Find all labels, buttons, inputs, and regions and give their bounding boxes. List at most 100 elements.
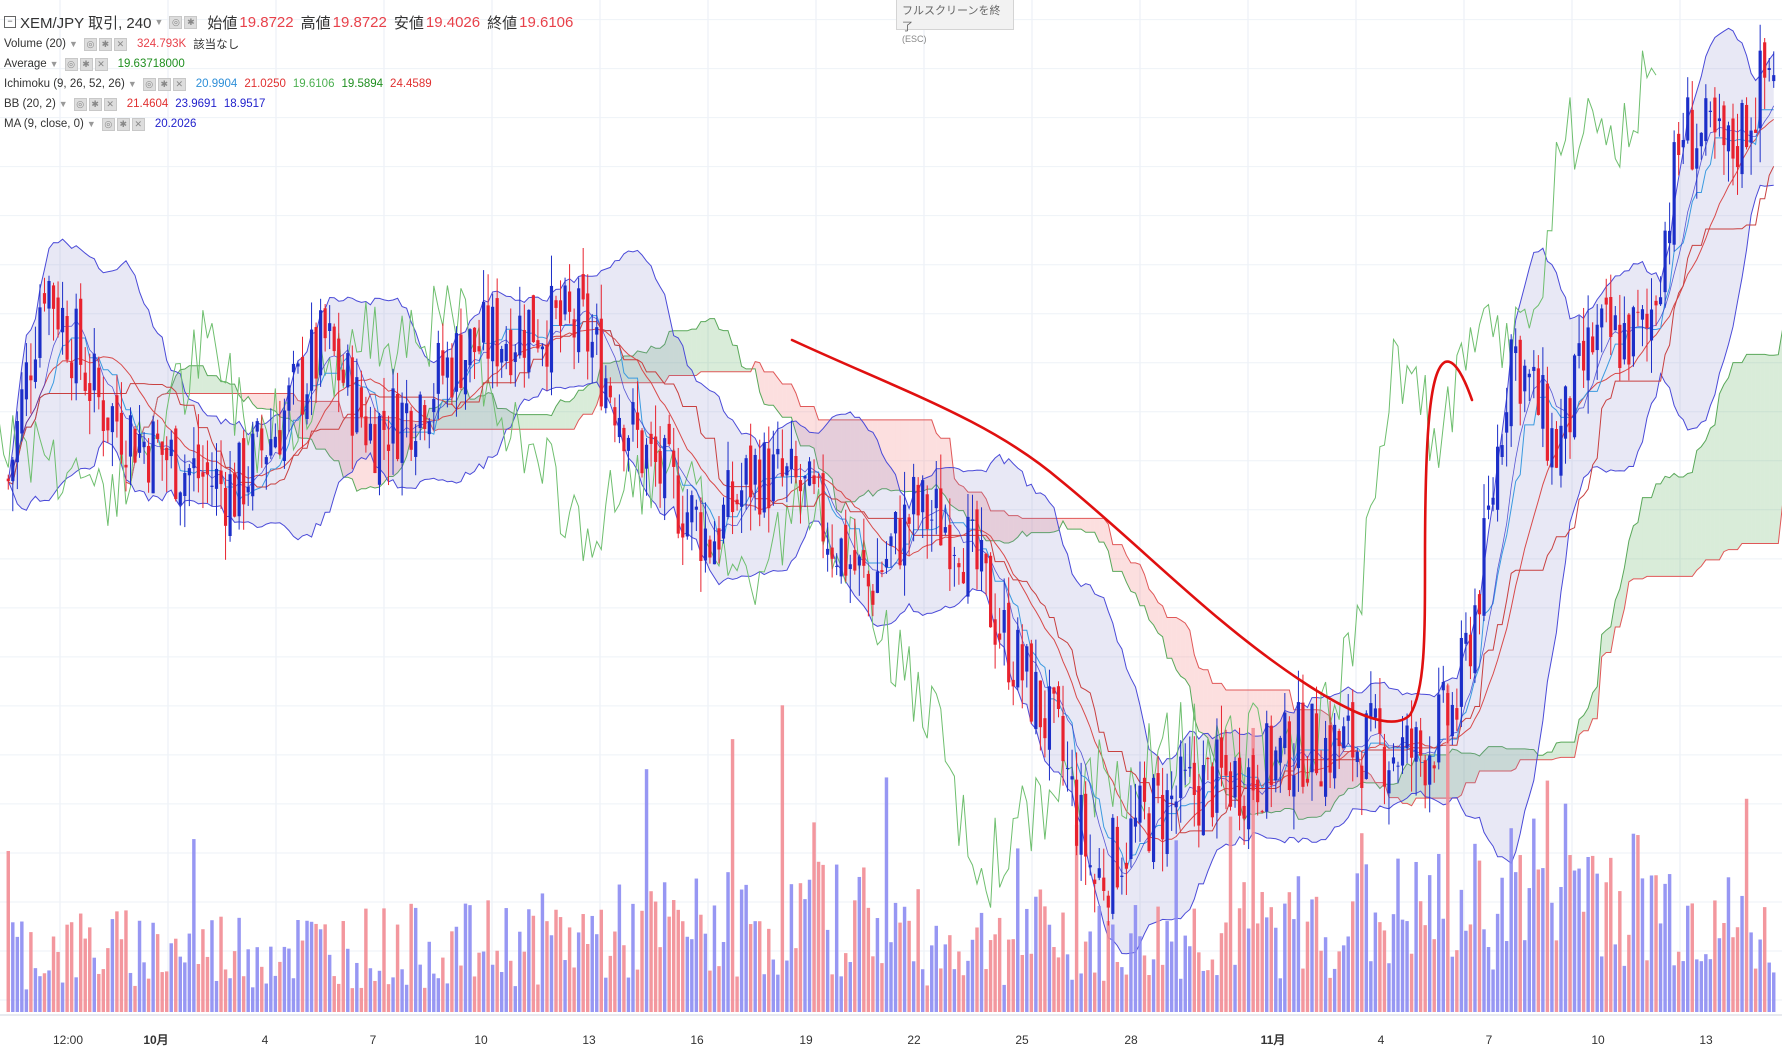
gear-icon[interactable]: ✱ — [98, 37, 112, 51]
candle-body — [1722, 105, 1726, 146]
close-icon[interactable]: ✕ — [113, 37, 127, 51]
volume-bar — [1563, 803, 1568, 1012]
cloud-segment — [1624, 540, 1629, 609]
volume-bar — [776, 974, 780, 1012]
volume-bar — [726, 872, 730, 1012]
volume-bar — [712, 905, 717, 1012]
volume-bar — [472, 976, 477, 1012]
close-icon[interactable]: ✕ — [94, 57, 108, 71]
eye-icon[interactable]: ◎ — [169, 15, 183, 29]
volume-bar — [486, 900, 490, 1012]
candle-body — [1740, 102, 1744, 175]
cloud-segment — [1732, 362, 1738, 550]
volume-bar — [1016, 848, 1020, 1012]
volume-bar — [993, 934, 997, 1012]
indicator-name[interactable]: Average — [4, 58, 47, 70]
volume-bar — [1568, 855, 1572, 1012]
cloud-segment — [764, 371, 769, 406]
indicator-row: Volume (20) ▼ ◎ ✱ ✕ 324.793K 該当なし — [4, 34, 580, 54]
volume-bar — [862, 867, 866, 1012]
volume-bar — [1523, 940, 1527, 1012]
candle-body — [753, 454, 757, 485]
eye-icon[interactable]: ◎ — [142, 77, 156, 91]
cloud-segment — [1633, 522, 1638, 579]
candle-body — [1437, 694, 1441, 763]
cloud-segment — [1072, 518, 1077, 530]
cloud-segment — [1701, 440, 1706, 567]
chevron-down-icon[interactable]: ▼ — [58, 99, 68, 109]
volume-bar — [1672, 965, 1676, 1012]
volume-bar — [1636, 835, 1640, 1012]
cloud-segment — [1474, 753, 1480, 783]
eye-icon[interactable]: ◎ — [83, 37, 97, 51]
candle-body — [187, 468, 191, 476]
cloud-segment — [1465, 753, 1471, 783]
volume-bar — [1468, 924, 1473, 1012]
cloud-segment — [1719, 384, 1724, 560]
cloud-segment — [1710, 424, 1715, 560]
candle-body — [350, 357, 354, 436]
candle-body — [56, 297, 60, 330]
indicator-name[interactable]: Ichimoku (9, 26, 52, 26) — [4, 78, 125, 90]
close-icon[interactable]: ✕ — [172, 77, 186, 91]
cloud-segment — [1035, 518, 1041, 533]
indicator-buttons: ◎ ✱ ✕ — [101, 117, 147, 131]
volume-bar — [15, 936, 20, 1012]
candle-body — [151, 421, 155, 494]
close-icon[interactable]: ✕ — [103, 97, 117, 111]
gear-icon[interactable]: ✱ — [157, 77, 171, 91]
indicator-name[interactable]: Volume (20) — [4, 38, 67, 50]
candle-body — [1111, 817, 1115, 914]
eye-icon[interactable]: ◎ — [101, 117, 115, 131]
cloud-segment — [913, 419, 919, 492]
cloud-segment — [1551, 743, 1557, 760]
chevron-down-icon[interactable]: ▼ — [69, 39, 78, 49]
volume-bar — [332, 976, 336, 1012]
candle-body — [1704, 98, 1708, 142]
volume-bar — [287, 948, 291, 1012]
indicator-name[interactable]: MA (9, close, 0) — [4, 118, 84, 130]
close-icon[interactable]: ✕ — [131, 117, 145, 131]
exit-fullscreen-button[interactable]: フルスクリーンを終了 (ESC) — [896, 0, 1014, 44]
volume-bar — [463, 903, 468, 1012]
volume-bar — [1722, 923, 1726, 1012]
candle-body — [6, 478, 10, 482]
volume-bar — [174, 938, 178, 1012]
candle-body — [223, 487, 228, 526]
chevron-down-icon[interactable]: ▼ — [127, 79, 137, 89]
candle-body — [912, 476, 916, 515]
volume-bar — [504, 908, 508, 1012]
candle-body — [1559, 425, 1563, 476]
volume-bar — [739, 889, 744, 1012]
candle-body — [1093, 879, 1097, 884]
candle-body — [1219, 737, 1224, 768]
chevron-down-icon[interactable]: ▼ — [49, 59, 59, 69]
collapse-icon[interactable]: − — [4, 16, 16, 28]
eye-icon[interactable]: ◎ — [73, 97, 87, 111]
gear-icon[interactable]: ✱ — [184, 15, 198, 29]
chevron-down-icon[interactable]: ▼ — [86, 119, 96, 129]
chevron-down-icon[interactable]: ▼ — [154, 17, 164, 27]
candle-body — [893, 511, 898, 534]
volume-bar — [889, 942, 893, 1012]
cloud-segment — [1348, 751, 1353, 789]
indicator-name[interactable]: BB (20, 2) — [4, 98, 56, 110]
x-tick-label: 13 — [582, 1033, 596, 1047]
gear-icon[interactable]: ✱ — [88, 97, 102, 111]
open-value: 19.8722 — [239, 13, 294, 31]
candle-body — [128, 415, 133, 457]
cloud-segment — [338, 401, 344, 478]
cloud-segment — [506, 408, 511, 430]
volume-bar — [1070, 979, 1074, 1012]
candle-body — [1065, 767, 1070, 769]
gear-icon[interactable]: ✱ — [116, 117, 130, 131]
eye-icon[interactable]: ◎ — [64, 57, 78, 71]
symbol-title[interactable]: XEM/JPY 取引, 240 — [20, 14, 152, 32]
candle-body — [305, 394, 309, 419]
candle-body — [391, 388, 395, 444]
candle-body — [441, 350, 445, 376]
candle-body — [1577, 343, 1581, 356]
gear-icon[interactable]: ✱ — [79, 57, 93, 71]
candle-body — [690, 495, 694, 523]
